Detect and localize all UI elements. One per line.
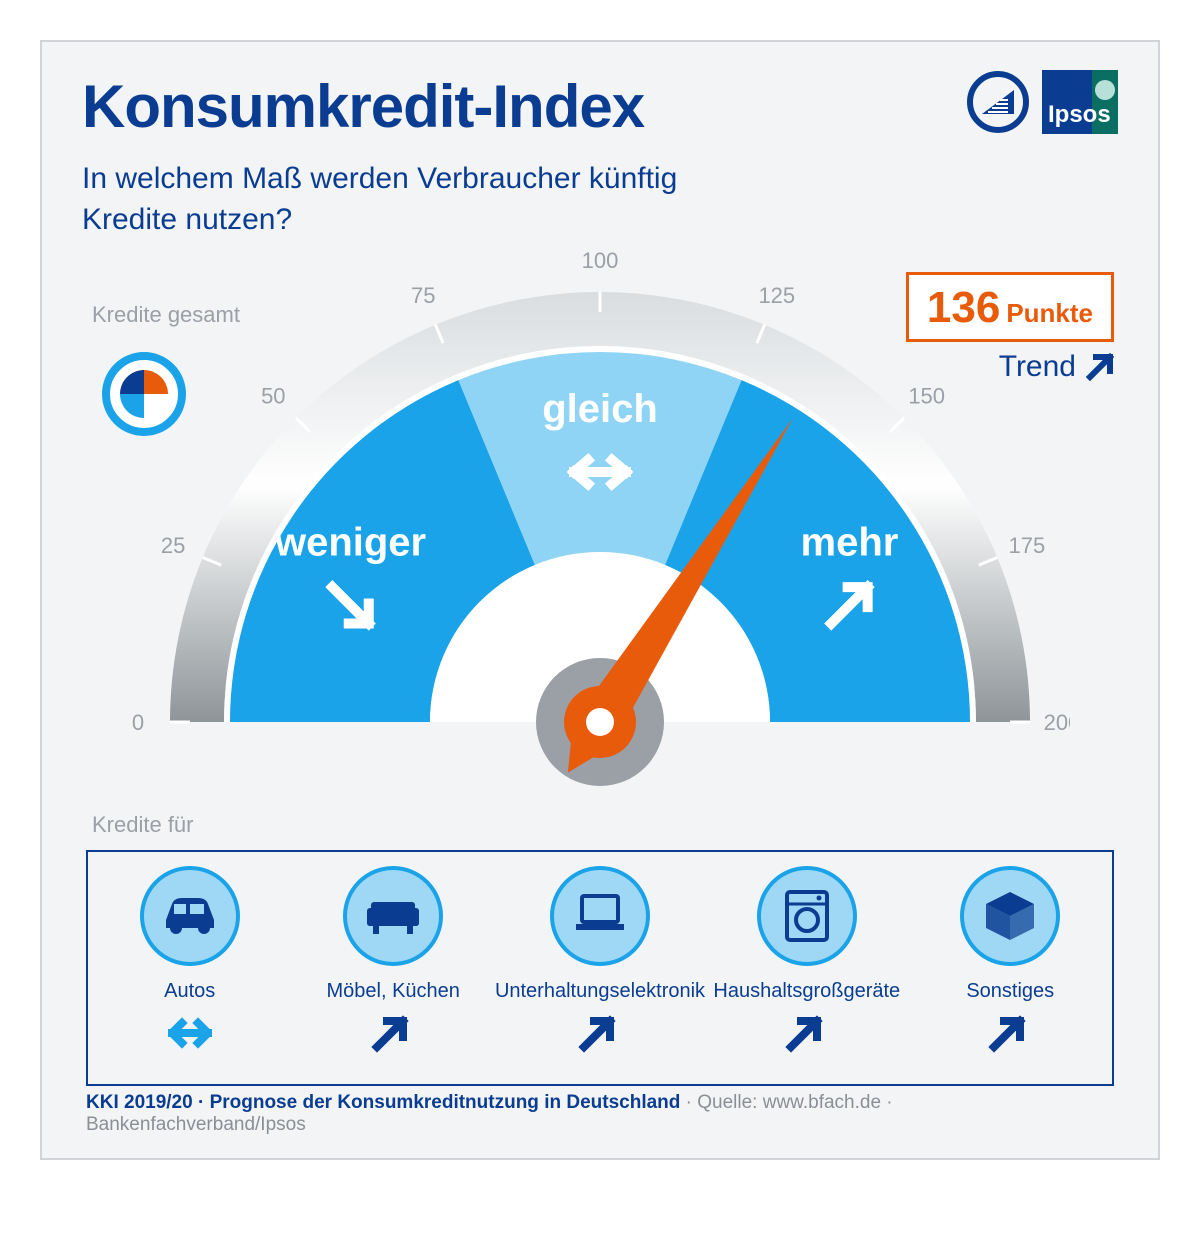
bfach-logo-icon: [966, 70, 1030, 134]
gauge-segment-label: gleich: [542, 387, 658, 431]
gauge-tick-label: 25: [161, 533, 185, 558]
category-trend-icon: [988, 1015, 1032, 1053]
categories-box: Autos Möbel, Küchen Unterhaltungselektro…: [86, 850, 1114, 1086]
gauge-tick-label: 100: [582, 248, 619, 273]
trend-arrow-icon: [1086, 353, 1114, 381]
gauge-tick-label: 175: [1008, 533, 1045, 558]
footer-strong: KKI 2019/20 · Prognose der Konsumkreditn…: [86, 1092, 680, 1113]
gauge-tick-label: 0: [132, 710, 144, 735]
footer-text: KKI 2019/20 · Prognose der Konsumkreditn…: [86, 1092, 1114, 1136]
category-trend-icon: [578, 1015, 622, 1053]
gauge-tick-label: 50: [261, 383, 285, 408]
page-subtitle: In welchem Maß werden Verbraucher künfti…: [82, 159, 742, 240]
gauge-tick-label: 200: [1044, 710, 1070, 735]
category-item: Sonstiges: [909, 864, 1112, 1053]
category-icon-car: [138, 864, 242, 968]
kredite-fur-label: Kredite für: [92, 812, 194, 838]
gauge-chart: 0 25 50 75 100 125 150 175 200 weniger gleich mehr: [130, 242, 1070, 802]
category-icon-box: [958, 864, 1062, 968]
category-label: Haushaltsgroßgeräte: [713, 980, 900, 1003]
category-label: Autos: [164, 980, 215, 1003]
category-item: Autos: [88, 864, 291, 1053]
category-trend-icon: [168, 1015, 212, 1053]
category-icon-laptop: [548, 864, 652, 968]
category-trend-icon: [785, 1015, 829, 1053]
gauge-segment-label: mehr: [801, 520, 899, 564]
gauge-segment-label: weniger: [274, 520, 426, 564]
category-label: Sonstiges: [966, 980, 1054, 1003]
category-item: Unterhaltungselektronik: [495, 864, 705, 1053]
gauge-tick-label: 125: [758, 283, 795, 308]
category-label: Möbel, Küchen: [326, 980, 459, 1003]
gauge-tick-label: 150: [908, 383, 945, 408]
category-icon-sofa: [341, 864, 445, 968]
infographic-frame: Konsumkredit-Index In welchem Maß werden…: [40, 40, 1160, 1160]
category-trend-icon: [371, 1015, 415, 1053]
category-item: Möbel, Küchen: [291, 864, 494, 1053]
ipsos-logo-text: Ipsos: [1048, 101, 1111, 128]
logo-row: Ipsos: [966, 70, 1118, 134]
page-title: Konsumkredit-Index: [82, 72, 1118, 141]
ipsos-logo-icon: Ipsos: [1042, 70, 1118, 134]
category-label: Unterhaltungselektronik: [495, 980, 705, 1003]
gauge-tick-label: 75: [411, 283, 435, 308]
category-item: Haushaltsgroßgeräte: [705, 864, 908, 1053]
category-icon-washer: [755, 864, 859, 968]
